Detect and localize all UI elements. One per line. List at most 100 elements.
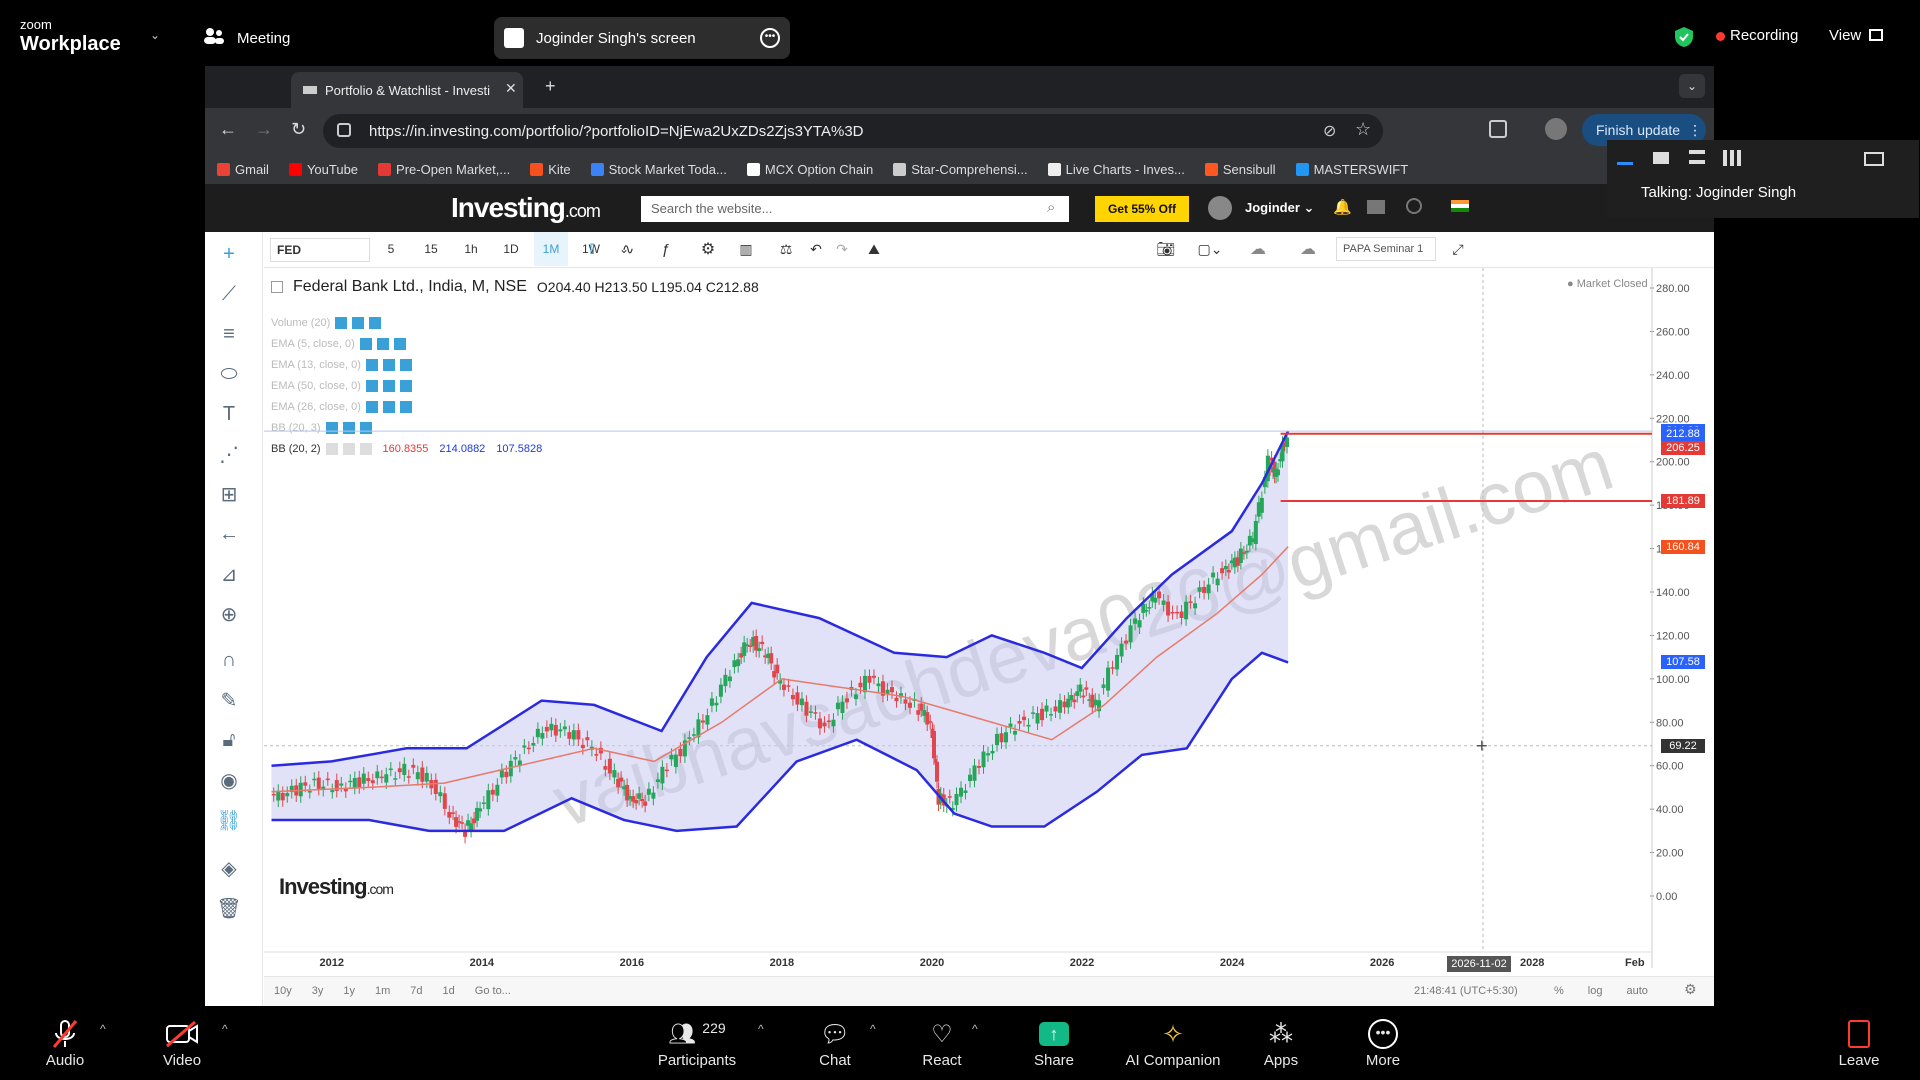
range-3y[interactable]: 3y xyxy=(311,985,324,997)
arrow-left-icon[interactable]: ← xyxy=(219,522,239,545)
interval-1D[interactable]: 1D xyxy=(503,242,519,256)
scale-auto[interactable]: auto xyxy=(1626,985,1648,997)
range-1y[interactable]: 1y xyxy=(343,985,355,997)
interval-1W[interactable]: 1W xyxy=(582,242,600,256)
pattern-icon[interactable]: ⋰ xyxy=(219,443,239,466)
crosshair-icon[interactable]: + xyxy=(223,242,235,265)
share-button[interactable]: ↑ Share xyxy=(1028,1016,1080,1076)
bookmark-item[interactable]: YouTube xyxy=(288,162,358,177)
eye-icon[interactable]: ◉ xyxy=(220,769,238,792)
bookmark-item[interactable]: Sensibull xyxy=(1204,162,1276,177)
indicator-visibility-icon[interactable] xyxy=(382,380,395,392)
participants-button[interactable]: 👥︎ 229 Participants xyxy=(652,1016,742,1076)
settings-gear-icon[interactable]: ⚙ xyxy=(700,241,716,258)
view-button[interactable]: View xyxy=(1829,27,1862,44)
indicator-visibility-icon[interactable] xyxy=(352,317,365,329)
pitchfork-icon[interactable]: ≡ xyxy=(223,322,235,345)
profile-avatar[interactable] xyxy=(1545,118,1567,140)
bookmark-item[interactable]: Kite xyxy=(530,162,571,177)
bookmark-item[interactable]: Stock Market Toda... xyxy=(590,162,727,177)
scale-percent[interactable]: % xyxy=(1554,985,1564,997)
interval-1M[interactable]: 1M xyxy=(534,232,568,266)
investing-logo[interactable]: Investing.com xyxy=(451,192,601,223)
indicator-visibility-icon[interactable] xyxy=(382,359,395,371)
bookmark-item[interactable]: Live Charts - Inves... xyxy=(1047,162,1185,177)
alert-scale-icon[interactable]: ⚖ xyxy=(779,240,793,257)
gallery-view-icon[interactable] xyxy=(1723,150,1741,166)
reload-icon[interactable]: ↻ xyxy=(291,119,307,139)
zoom-brand[interactable]: Workplace xyxy=(20,33,121,55)
recording-label[interactable]: Recording xyxy=(1730,27,1799,44)
layout-icon[interactable]: ▢⌄ xyxy=(1197,240,1223,257)
interval-dropdown-icon[interactable]: ⌄ xyxy=(618,242,630,256)
chat-caret-icon[interactable]: ^ xyxy=(870,1022,876,1036)
shape-icon[interactable]: ⬭ xyxy=(220,362,238,385)
interval-1h[interactable]: 1h xyxy=(464,242,478,256)
indicator-visibility-icon[interactable] xyxy=(382,401,395,413)
chat-button[interactable]: 💬︎ Chat xyxy=(810,1016,860,1076)
range-7d[interactable]: 7d xyxy=(410,985,423,997)
audio-caret-icon[interactable]: ^ xyxy=(100,1022,106,1036)
indicator-remove-icon[interactable] xyxy=(399,359,412,371)
indicator-row[interactable]: EMA (13, close, 0) xyxy=(271,359,412,371)
indicator-row[interactable]: EMA (5, close, 0) xyxy=(271,338,406,350)
pip-icon[interactable] xyxy=(1864,152,1884,166)
indicator-row[interactable]: BB (20, 2) 160.8355 214.0882 107.5828 xyxy=(271,443,542,455)
ai-companion-button[interactable]: ✧ AI Companion xyxy=(1118,1016,1228,1076)
grid-view-icon[interactable] xyxy=(1869,29,1883,41)
layout-name-select[interactable]: PAPA Seminar 1 xyxy=(1336,237,1436,261)
fullscreen-icon[interactable]: ⤢ xyxy=(1452,240,1464,257)
indicator-remove-icon[interactable] xyxy=(399,401,412,413)
bookmark-item[interactable]: Star-Comprehensi... xyxy=(893,162,1028,177)
bell-icon[interactable]: 🔔 xyxy=(1333,199,1352,216)
scale-log[interactable]: log xyxy=(1587,985,1603,997)
india-flag-icon[interactable] xyxy=(1451,200,1469,212)
promo-button[interactable]: Get 55% Off xyxy=(1095,196,1189,222)
text-icon[interactable]: T xyxy=(222,402,236,425)
chevron-down-icon[interactable]: ⌄ xyxy=(150,28,161,42)
bookmark-item[interactable]: Gmail xyxy=(217,162,269,177)
zoom-in-icon[interactable]: ⊕ xyxy=(220,603,238,626)
leave-button[interactable]: Leave xyxy=(1834,1016,1884,1076)
compare-icon[interactable]: ∿ xyxy=(621,241,635,258)
interval-5[interactable]: 5 xyxy=(387,242,395,256)
bookmark-item[interactable]: MASTERSWIFT xyxy=(1295,162,1408,177)
clock-icon[interactable] xyxy=(1406,198,1422,214)
speaker-view-icon[interactable] xyxy=(1653,152,1669,164)
briefcase-icon[interactable] xyxy=(1367,200,1385,214)
minimize-icon[interactable] xyxy=(1617,162,1633,165)
user-menu[interactable]: Joginder ⌄ xyxy=(1245,200,1315,215)
range-Goto[interactable]: Go to... xyxy=(474,985,511,997)
layers-icon[interactable]: ◈ xyxy=(221,857,237,880)
trend-line-icon[interactable]: ⟋ xyxy=(222,282,236,305)
indicator-remove-icon[interactable] xyxy=(359,443,372,455)
search-icon[interactable]: ⌕ xyxy=(1047,199,1056,216)
indicators-icon[interactable]: ƒ xyxy=(661,240,671,258)
collapse-icon[interactable] xyxy=(271,281,283,293)
indicator-remove-icon[interactable] xyxy=(399,380,412,392)
strip-view-icon[interactable] xyxy=(1689,150,1705,164)
address-bar[interactable]: https://in.investing.com/portfolio/?port… xyxy=(323,114,1383,148)
indicator-settings-icon[interactable] xyxy=(365,380,378,392)
alert-bell-icon[interactable]: ⛰ xyxy=(868,240,880,257)
audio-button[interactable]: Audio xyxy=(38,1016,92,1076)
browser-tab[interactable]: Portfolio & Watchlist - Investi ✕ xyxy=(291,72,523,108)
interval-15[interactable]: 15 xyxy=(424,242,438,256)
range-1d[interactable]: 1d xyxy=(442,985,455,997)
react-button[interactable]: ♡ React xyxy=(916,1016,968,1076)
indicator-visibility-icon[interactable] xyxy=(376,338,389,350)
price-chart[interactable]: vaibhavsachdeva026@gmail.com0.0020.0040.… xyxy=(264,268,1714,968)
meeting-label[interactable]: Meeting xyxy=(237,30,291,47)
indicator-row[interactable]: Volume (20) xyxy=(271,317,382,329)
bookmark-item[interactable]: Pre-Open Market,... xyxy=(378,162,510,177)
share-title-pill[interactable]: Joginder Singh's screen ••• xyxy=(494,17,790,59)
react-caret-icon[interactable]: ^ xyxy=(972,1022,978,1036)
indicator-settings-icon[interactable] xyxy=(325,443,338,455)
forward-icon[interactable]: → xyxy=(255,119,273,139)
back-icon[interactable]: ← xyxy=(219,119,237,139)
star-icon[interactable]: ☆ xyxy=(1355,119,1372,139)
candle-type-icon[interactable]: ⫾ xyxy=(589,240,595,257)
more-button[interactable]: ••• More xyxy=(1358,1016,1408,1076)
video-caret-icon[interactable]: ^ xyxy=(222,1022,228,1036)
undo-icon[interactable]: ↶ xyxy=(810,240,822,257)
